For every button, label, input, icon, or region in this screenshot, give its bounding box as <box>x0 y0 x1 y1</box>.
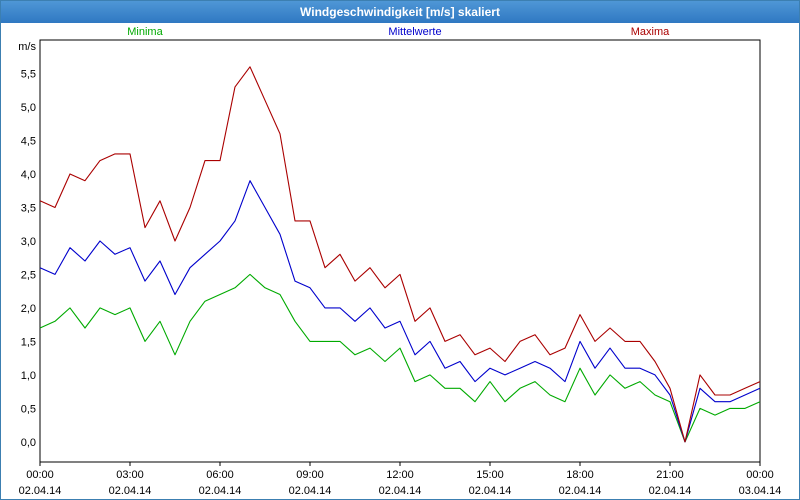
y-tick-label: 2,0 <box>21 303 36 315</box>
x-tick-time-label: 00:00 <box>26 469 54 481</box>
x-tick-date-label: 02.04.14 <box>469 485 512 497</box>
y-tick-label: 4,5 <box>21 135 36 147</box>
x-tick-time-label: 06:00 <box>206 469 234 481</box>
x-tick-date-label: 02.04.14 <box>109 485 152 497</box>
y-tick-label: 1,0 <box>21 370 36 382</box>
y-tick-label: 1,5 <box>21 336 36 348</box>
legend-label-maxima: Maxima <box>631 26 670 38</box>
x-tick-time-label: 00:00 <box>746 469 774 481</box>
x-tick-date-label: 02.04.14 <box>19 485 62 497</box>
y-tick-label: 0,5 <box>21 403 36 415</box>
series-line-minima <box>39 273 761 443</box>
legend-label-mittelwerte: Mittelwerte <box>388 26 441 38</box>
y-tick-label: 5,0 <box>21 102 36 114</box>
x-tick-date-label: 02.04.14 <box>289 485 332 497</box>
y-tick-label: 0,0 <box>21 437 36 449</box>
x-tick-time-label: 12:00 <box>386 469 414 481</box>
y-tick-label: 3,0 <box>21 236 36 248</box>
x-tick-date-label: 02.04.14 <box>649 485 692 497</box>
x-tick-date-label: 03.04.14 <box>739 485 782 497</box>
window-title: Windgeschwindigkeit [m/s] skaliert <box>1 1 799 23</box>
y-axis-label: m/s <box>18 41 36 53</box>
x-tick-time-label: 18:00 <box>566 469 594 481</box>
x-tick-time-label: 15:00 <box>476 469 504 481</box>
series-line-maxima <box>39 66 761 443</box>
x-tick-time-label: 03:00 <box>116 469 144 481</box>
y-tick-label: 3,5 <box>21 202 36 214</box>
y-tick-label: 4,0 <box>21 169 36 181</box>
legend-label-minima: Minima <box>127 26 163 38</box>
x-tick-date-label: 02.04.14 <box>559 485 602 497</box>
y-tick-label: 2,5 <box>21 269 36 281</box>
plot-frame <box>39 39 761 463</box>
x-tick-time-label: 21:00 <box>656 469 684 481</box>
x-tick-date-label: 02.04.14 <box>379 485 422 497</box>
x-tick-date-label: 02.04.14 <box>199 485 242 497</box>
x-tick-time-label: 09:00 <box>296 469 324 481</box>
series-line-mittelwerte <box>39 180 761 443</box>
y-tick-label: 5,5 <box>21 68 36 80</box>
